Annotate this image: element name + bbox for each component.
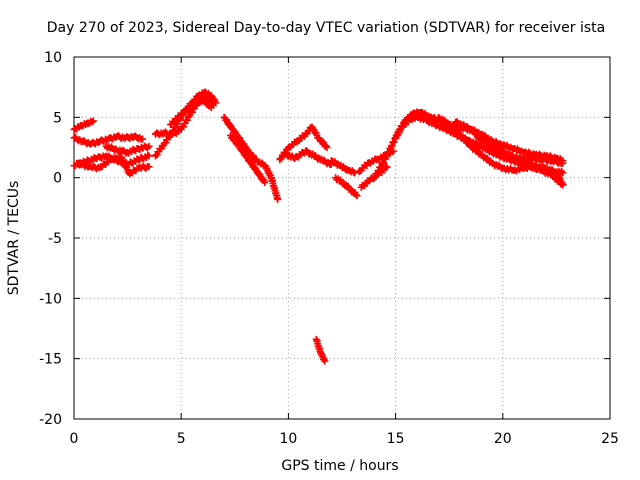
series-track-10 bbox=[227, 131, 269, 186]
y-tick-label: 10 bbox=[44, 50, 62, 66]
data-point-markers bbox=[473, 133, 567, 167]
x-tick-label: 25 bbox=[601, 431, 619, 447]
data-point-markers bbox=[227, 131, 269, 186]
y-tick-label: 0 bbox=[53, 171, 62, 187]
y-tick-label: 5 bbox=[53, 110, 62, 126]
data-point-markers bbox=[332, 174, 361, 200]
series-track-12 bbox=[280, 147, 335, 168]
series-track-14 bbox=[327, 157, 359, 177]
series-track-9 bbox=[220, 113, 282, 203]
series-track-15 bbox=[332, 174, 361, 200]
x-axis-label: GPS time / hours bbox=[281, 458, 398, 474]
x-tick-label: 0 bbox=[70, 431, 79, 447]
data-point-markers bbox=[276, 123, 331, 164]
data-point-markers bbox=[327, 157, 359, 177]
data-point-markers bbox=[166, 95, 215, 129]
y-tick-label: -10 bbox=[39, 291, 62, 307]
data-point-markers bbox=[70, 132, 147, 148]
axis-ticks bbox=[73, 56, 611, 420]
series-track-13 bbox=[312, 335, 329, 365]
data-point-markers bbox=[74, 153, 153, 178]
data-point-markers bbox=[220, 113, 282, 203]
x-tick-labels: 0 5 10 15 20 25 bbox=[70, 431, 619, 447]
series-track-4 bbox=[74, 153, 153, 178]
data-point-markers bbox=[312, 335, 329, 365]
series-track-5 bbox=[102, 142, 153, 157]
data-point-markers bbox=[70, 117, 97, 133]
x-tick-label: 15 bbox=[387, 431, 405, 447]
grid bbox=[74, 57, 610, 419]
y-tick-label: -5 bbox=[48, 231, 62, 247]
y-tick-labels: -20 -15 -10 -5 0 5 10 bbox=[39, 50, 62, 428]
y-axis-label: SDTVAR / TECUs bbox=[6, 181, 22, 296]
x-tick-label: 10 bbox=[279, 431, 297, 447]
x-tick-label: 20 bbox=[494, 431, 512, 447]
x-tick-label: 5 bbox=[177, 431, 186, 447]
chart-title: Day 270 of 2023, Sidereal Day-to-day VTE… bbox=[47, 20, 605, 36]
series-track-23 bbox=[473, 133, 567, 167]
series-track-8 bbox=[166, 95, 215, 129]
data-points bbox=[70, 88, 567, 365]
series-track-2 bbox=[70, 132, 147, 148]
data-point-markers bbox=[102, 142, 153, 157]
series-track-1 bbox=[70, 117, 97, 133]
series-track-11 bbox=[276, 123, 331, 164]
data-point-markers bbox=[280, 147, 335, 168]
y-tick-label: -20 bbox=[39, 412, 62, 428]
y-tick-label: -15 bbox=[39, 352, 62, 368]
